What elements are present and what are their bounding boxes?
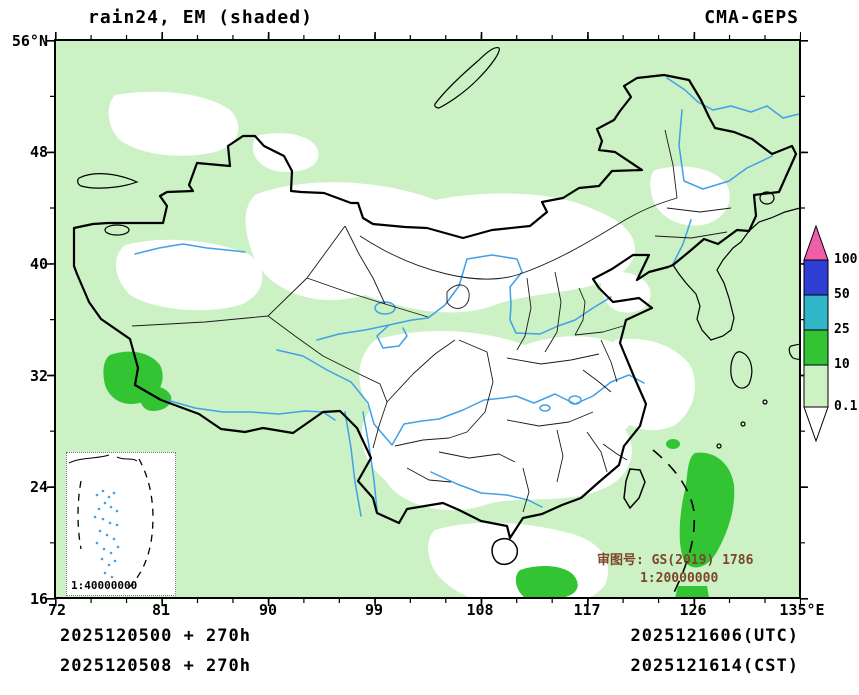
map-canvas: [47, 32, 808, 606]
lon-label-90: 90: [258, 601, 278, 619]
islands: [491, 468, 646, 566]
taiwan-island: [623, 468, 646, 510]
lake-issykkul: [104, 224, 130, 236]
lon-label-81: 81: [151, 601, 171, 619]
poyang-lake: [568, 395, 582, 405]
south-china-sea-inset: 1:40000000: [66, 452, 176, 596]
valid-time-utc: 2025121606(UTC): [630, 626, 799, 646]
colorbar-seg-green: [803, 329, 829, 366]
ryukyu-island: [716, 443, 722, 449]
lon-label-135: 135°E: [779, 601, 825, 619]
plot-title: rain24, EM (shaded): [88, 7, 313, 28]
colorbar-seg-cyan: [803, 294, 829, 331]
dongting-lake: [539, 404, 551, 412]
russia-coast: [748, 207, 800, 232]
colorbar-seg-none: [803, 406, 829, 443]
colorbar-seg-over: [803, 224, 829, 261]
lake-balkhash: [77, 173, 139, 189]
model-name: CMA-GEPS: [704, 7, 799, 28]
province-borders: [131, 129, 732, 513]
lon-label-126: 126: [679, 601, 707, 619]
init-time-utc: 2025120500 + 270h: [60, 626, 251, 646]
tarim-river: [134, 243, 246, 255]
lat-label-16: 16: [29, 590, 48, 608]
amur-river: [666, 77, 800, 119]
lon-label-72: 72: [47, 601, 67, 619]
colorbar-seg-light: [803, 364, 829, 408]
japan-shikoku: [788, 343, 800, 361]
hainan-island: [491, 537, 519, 566]
map-frame: [54, 39, 801, 599]
colorbar-label-25: 25: [834, 322, 850, 337]
colorbar-label-01: 0.1: [834, 399, 858, 414]
ryukyu-island: [762, 399, 768, 405]
inset-islands-dots: [93, 489, 120, 579]
colorbar-label-10: 10: [834, 357, 850, 372]
lat-label-56: 56°N: [11, 32, 48, 50]
nine-dash-line: [652, 449, 696, 598]
yellow-river-bend: [376, 324, 408, 349]
ryukyu-island: [740, 421, 746, 427]
inset-coast: [68, 454, 138, 464]
songhua-river: [678, 109, 773, 190]
valid-time-cst: 2025121614(CST): [630, 656, 799, 676]
lake-khanka: [759, 191, 775, 205]
lat-label-24: 24: [29, 478, 48, 496]
lon-label-99: 99: [364, 601, 384, 619]
lat-label-40: 40: [29, 255, 48, 273]
lon-label-108: 108: [466, 601, 494, 619]
yangtze-river: [276, 349, 645, 446]
china-national-border: [72, 73, 798, 540]
init-time-cst: 2025120508 + 270h: [60, 656, 251, 676]
salween-river: [344, 411, 362, 517]
japan-kyushu: [730, 351, 753, 389]
liao-river: [672, 219, 692, 265]
mekong-river: [362, 411, 378, 511]
map-review-number: 审图号: GS(2019) 1786: [597, 553, 754, 568]
colorbar-seg-blue: [803, 259, 829, 296]
colorbar: [803, 224, 829, 443]
map-scale-label: 1:20000000: [640, 571, 719, 586]
qinghai-lake: [374, 301, 396, 315]
lake-baikal: [434, 47, 500, 109]
foreign-coastlines: [77, 47, 800, 449]
yellow-river: [316, 254, 612, 341]
lat-label-48: 48: [29, 143, 48, 161]
tsangpo-river: [166, 399, 336, 421]
colorbar-label-100: 100: [834, 252, 858, 267]
axis-ticks: [47, 32, 808, 606]
pearl-river: [430, 471, 543, 508]
inset-scale-label: 1:40000000: [71, 579, 138, 592]
inset-dash-line: [77, 458, 154, 592]
korea-coast: [672, 230, 750, 341]
lat-label-32: 32: [29, 367, 48, 385]
lon-label-117: 117: [573, 601, 601, 619]
colorbar-label-50: 50: [834, 287, 850, 302]
